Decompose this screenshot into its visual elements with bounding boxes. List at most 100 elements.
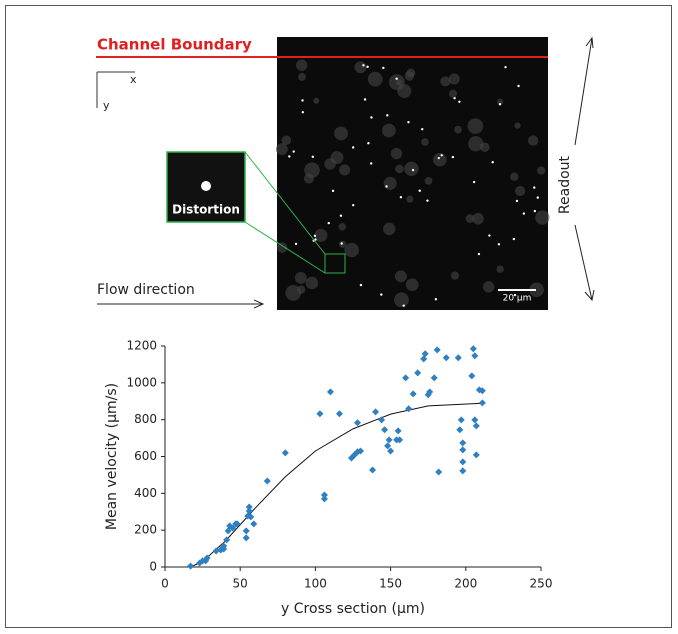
blur-particle xyxy=(381,123,396,138)
data-point xyxy=(242,534,250,542)
data-point xyxy=(187,562,195,570)
data-point xyxy=(378,416,386,424)
blur-particle xyxy=(527,135,539,146)
data-point xyxy=(420,355,428,363)
data-point xyxy=(459,446,467,454)
data-point xyxy=(357,447,365,455)
x-tick-label: 0 xyxy=(161,577,169,591)
data-point xyxy=(471,352,479,360)
data-point xyxy=(320,491,328,499)
readout-label: Readout xyxy=(557,155,573,214)
y-tick-label: 1000 xyxy=(126,375,157,389)
data-point xyxy=(369,466,377,474)
data-point xyxy=(421,350,429,358)
particle xyxy=(351,146,355,149)
data-point xyxy=(478,399,486,407)
blur-particle xyxy=(298,73,306,81)
data-point xyxy=(335,410,343,418)
particle xyxy=(533,209,537,213)
data-point xyxy=(471,416,479,424)
particle xyxy=(370,116,373,119)
particle xyxy=(327,221,330,225)
particle xyxy=(497,243,501,246)
data-point xyxy=(244,512,252,520)
blur-particle xyxy=(275,143,288,156)
blur-particle xyxy=(339,240,347,248)
blur-particle xyxy=(294,272,307,284)
data-point xyxy=(250,520,258,528)
particle xyxy=(339,214,343,217)
data-point xyxy=(472,422,480,430)
data-point xyxy=(478,387,486,395)
particle xyxy=(488,234,491,237)
particle xyxy=(434,298,438,301)
particle xyxy=(311,155,315,158)
x-tick-label: 100 xyxy=(304,577,327,591)
data-point xyxy=(469,345,477,353)
data-point xyxy=(245,503,253,511)
y-axis-label: Mean velocity (µm/s) xyxy=(104,383,120,530)
blur-particle xyxy=(448,89,458,98)
data-point xyxy=(472,451,480,459)
blur-particle xyxy=(496,98,504,106)
particle xyxy=(517,84,520,88)
blur-particle xyxy=(404,161,419,177)
y-tick-label: 400 xyxy=(134,486,157,500)
scatter-chart: 0 50 100 150 200 250 0 200 400 600 800 1000 1200 y Cr… xyxy=(104,339,552,618)
blur-particle xyxy=(482,281,495,293)
data-point xyxy=(405,405,413,413)
blur-particle xyxy=(303,173,314,184)
data-point xyxy=(387,447,395,455)
particle xyxy=(472,180,476,184)
blur-particle xyxy=(404,71,415,81)
particle xyxy=(411,168,415,172)
particle xyxy=(301,99,304,102)
axis-y-label: y xyxy=(103,99,110,112)
particle xyxy=(402,304,405,307)
particle xyxy=(407,120,410,124)
particle xyxy=(513,293,517,297)
blur-particle xyxy=(535,210,550,225)
data-point xyxy=(459,458,467,466)
data-point xyxy=(435,468,443,476)
data-point xyxy=(459,467,467,475)
blur-particle xyxy=(421,138,429,146)
x-tick-label: 150 xyxy=(379,577,402,591)
data-point xyxy=(212,547,220,555)
fit-line xyxy=(190,402,486,568)
blur-particle xyxy=(394,270,407,283)
blur-particle xyxy=(529,282,544,298)
particle xyxy=(380,293,383,296)
blur-particle xyxy=(394,292,409,308)
blur-particle xyxy=(448,73,460,85)
data-point xyxy=(242,527,250,535)
particle xyxy=(385,185,388,188)
flow-label: Flow direction xyxy=(97,282,195,298)
data-point xyxy=(233,520,241,528)
frame xyxy=(5,5,672,628)
y-tick-label: 200 xyxy=(134,523,157,537)
inset-source xyxy=(324,253,346,274)
blur-particle xyxy=(295,59,308,71)
particle xyxy=(292,150,295,153)
data-point xyxy=(396,436,404,444)
particle xyxy=(370,162,373,165)
blur-particle xyxy=(514,122,521,129)
blur-particle xyxy=(281,135,292,146)
particle xyxy=(418,189,421,192)
blur-particle xyxy=(397,84,412,98)
data-point xyxy=(372,408,380,416)
x-tick-label: 200 xyxy=(454,577,477,591)
data-point xyxy=(281,449,289,457)
particle xyxy=(313,234,317,238)
blur-particle xyxy=(305,276,319,290)
blur-particle xyxy=(313,97,320,104)
data-point xyxy=(320,495,328,503)
data-point xyxy=(203,554,211,562)
blur-particle xyxy=(330,151,344,165)
data-point xyxy=(384,442,392,450)
scale-label: 20 µm xyxy=(503,294,532,304)
data-point xyxy=(354,419,362,427)
data-point xyxy=(220,545,228,553)
blur-particle xyxy=(354,61,367,74)
